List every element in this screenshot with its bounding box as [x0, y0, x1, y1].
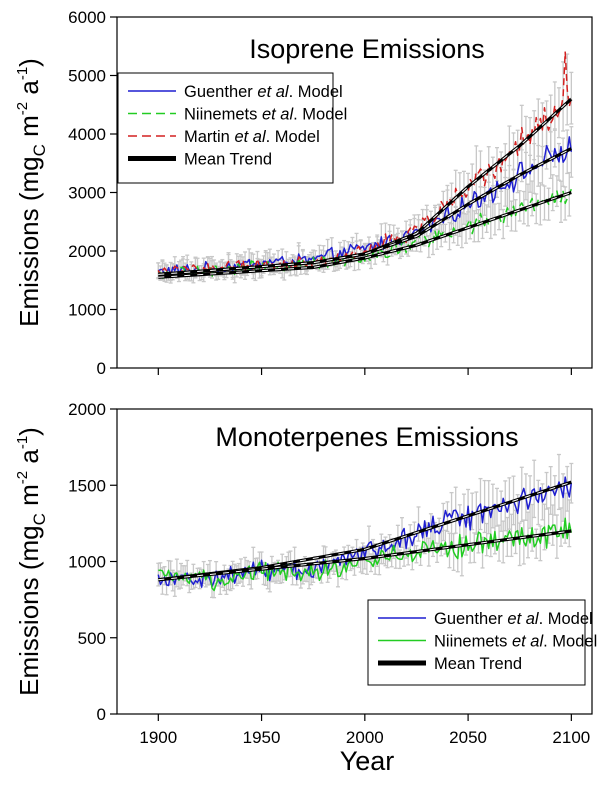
y-tick-label: 3000 [68, 184, 106, 203]
y-tick-label: 1000 [68, 301, 106, 320]
plot-area [156, 51, 574, 284]
y-tick-label: 0 [97, 359, 106, 378]
y-tick-label: 500 [78, 629, 106, 648]
y-axis-label: Emissions (mgC m-2 a-1) [14, 58, 49, 327]
x-axis-label: Year [340, 746, 395, 776]
y-ticks: 0 500 1000 1500 2000 [68, 400, 117, 724]
error-bars [156, 453, 574, 599]
mean-trend-dash-2 [158, 530, 572, 581]
isoprene-chart: 0 1000 2000 3000 4000 5000 6000 Emissions (mgC … [14, 8, 593, 378]
mean-trend-dash-3 [158, 192, 572, 278]
series-line-3 [157, 51, 573, 278]
mean-trend-dash-1 [158, 98, 572, 275]
y-tick-label: 5000 [68, 67, 106, 86]
chart-title: Monoterpenes Emissions [215, 422, 518, 452]
y-tick-label: 4000 [68, 125, 106, 144]
mean-trend-dash-2 [158, 148, 572, 275]
legend-box [367, 599, 586, 686]
legend-label-2: Niinemets et al. Model [184, 106, 347, 124]
y-ticks: 0 1000 2000 3000 4000 5000 6000 [68, 8, 117, 378]
y-axis-label: Emissions (mgC m-2 a-1) [14, 427, 49, 696]
legend-label-4: Mean Trend [184, 151, 272, 169]
legend-label-3: Martin et al. Model [184, 128, 320, 146]
x-tick-label: 1900 [139, 728, 177, 747]
x-ticks: 1900 1950 2000 2050 2100 [139, 714, 590, 747]
legend: Guenther et al. Model Niinemets et al. Mo… [367, 599, 597, 686]
y-tick-label: 2000 [68, 242, 106, 261]
legend: Guenther et al. Model Niinemets et al. Mo… [117, 72, 347, 184]
y-tick-label: 0 [97, 705, 106, 724]
series-line-2 [157, 188, 572, 281]
legend-label-1: Guenther et al. Model [184, 83, 343, 101]
y-tick-label: 6000 [68, 8, 106, 27]
y-tick-label: 2000 [68, 400, 106, 419]
monoterpenes-chart: 1900 1950 2000 2050 2100 0 500 1000 1500 2000 Emis… [14, 400, 597, 747]
x-tick-label: 2100 [552, 728, 590, 747]
legend-label-1: Guenther et al. Model [434, 610, 593, 628]
plot-area [156, 453, 574, 599]
y-tick-label: 1500 [68, 476, 106, 495]
chart-title: Isoprene Emissions [249, 34, 485, 64]
x-tick-label: 2000 [346, 728, 384, 747]
y-tick-label: 1000 [68, 553, 106, 572]
legend-label-2: Niinemets et al. Model [434, 633, 597, 651]
x-tick-label: 1950 [243, 728, 281, 747]
legend-label-3: Mean Trend [434, 655, 522, 673]
x-ticks [157, 368, 572, 375]
axes-frame [116, 16, 593, 369]
x-tick-label: 2050 [449, 728, 487, 747]
